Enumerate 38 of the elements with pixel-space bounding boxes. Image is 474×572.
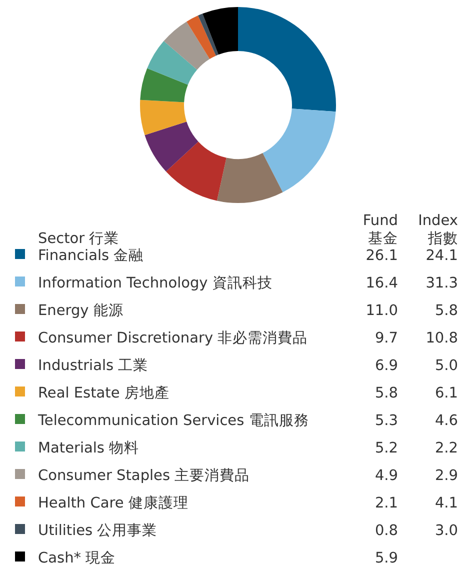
- text: 5.0: [434, 358, 458, 374]
- legend-label: Industrials 工業: [38, 357, 148, 374]
- text: 2.2: [434, 440, 458, 456]
- data-label: 11.0: [366, 303, 398, 319]
- data-label: 5.3: [374, 413, 398, 429]
- legend-label: Information Technology 資訊科技: [38, 274, 272, 292]
- legend-label: Financials 金融: [38, 247, 144, 264]
- text: 5.8: [434, 303, 458, 319]
- text: 31.3: [426, 276, 458, 292]
- data-label: 5.8: [374, 386, 398, 402]
- data-label: 0.8: [374, 523, 398, 539]
- data-label: 6.9: [374, 358, 398, 374]
- text: 24.1: [426, 248, 458, 264]
- text: 4.6: [434, 413, 458, 429]
- legend-label: Materials 物料: [38, 440, 140, 456]
- legend-label: Utilities 公用事業: [38, 522, 158, 539]
- text: 10.8: [426, 330, 458, 346]
- text: 4.1: [434, 496, 458, 512]
- text: 6.1: [434, 386, 458, 402]
- data-label: 16.4: [366, 276, 398, 292]
- legend-label: Cash* 現金: [38, 550, 116, 566]
- legend-label: Energy 能源: [38, 302, 124, 319]
- data-label: 26.1: [366, 248, 398, 264]
- data-label: 5.2: [374, 440, 398, 456]
- legend-label: Telecommunication Services 電訊服務: [37, 412, 309, 429]
- legend-label: Consumer Discretionary 非必需消費品: [38, 330, 308, 346]
- legend-label: Health Care 健康護理: [38, 494, 188, 512]
- data-label: 4.9: [374, 468, 398, 484]
- slice-label: Fund 基金: [362, 213, 398, 247]
- legend-title: Sector 行業: [38, 230, 120, 247]
- legend-label: Real Estate 房地產: [38, 384, 170, 402]
- data-label: 5.9: [374, 550, 398, 566]
- text: 2.9: [434, 468, 458, 484]
- data-label: 2.1: [374, 496, 398, 512]
- data-label: 9.7: [374, 330, 398, 346]
- text: 3.0: [434, 523, 458, 539]
- legend-label: Consumer Staples 主要消費品: [38, 467, 250, 484]
- text: Index 指數: [418, 213, 458, 247]
